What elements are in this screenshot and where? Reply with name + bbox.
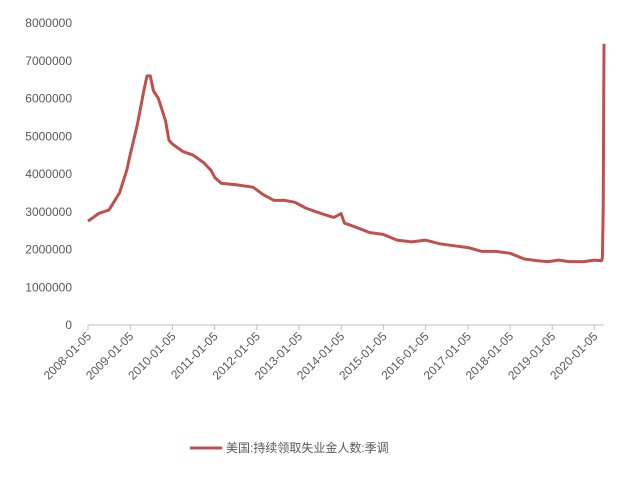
y-tick-label: 6000000 xyxy=(25,92,72,106)
y-tick-label: 7000000 xyxy=(25,54,72,68)
y-tick-label: 3000000 xyxy=(25,205,72,219)
y-tick-label: 8000000 xyxy=(25,16,72,30)
line xyxy=(87,43,606,264)
y-tick-label: 4000000 xyxy=(25,167,72,181)
y-tick-label: 5000000 xyxy=(25,129,72,143)
y-tick-label: 0 xyxy=(65,318,72,332)
legend-label: 美国:持续领取失业金人数:季调 xyxy=(226,440,389,455)
y-tick-label: 1000000 xyxy=(25,280,72,294)
y-tick-label: 2000000 xyxy=(25,243,72,257)
